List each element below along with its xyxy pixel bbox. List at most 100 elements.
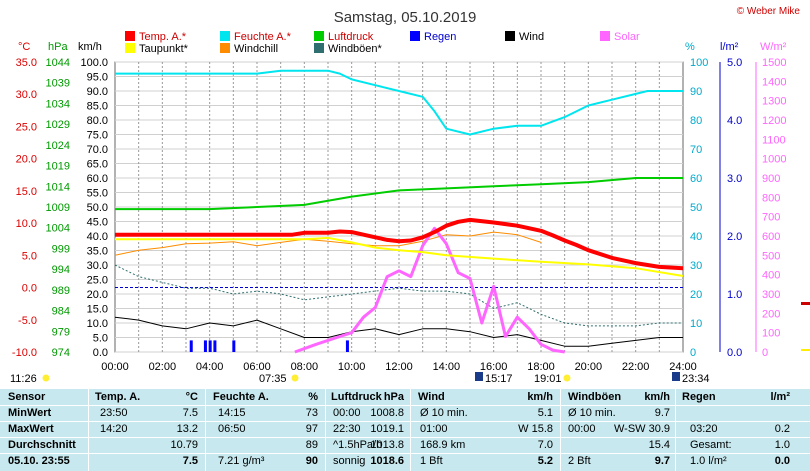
temp-time: 14:20 (100, 423, 128, 435)
legend-swatch (600, 31, 610, 41)
table-divider (205, 389, 206, 471)
left-time: 11:26 (10, 373, 37, 385)
solar-tick: 1200 (762, 115, 786, 127)
header-hum: Feuchte A. (213, 391, 269, 403)
header-pressure: Luftdruck (331, 391, 382, 403)
hum-value: 89 (305, 439, 318, 451)
gusts-value: 15.4 (648, 439, 670, 451)
series-luftdruck (115, 177, 683, 211)
series-feuchtea (115, 69, 683, 136)
x-tick-label: 20:00 (575, 361, 603, 373)
rain-bar (203, 340, 207, 352)
pressure-time: sonnig (333, 455, 366, 467)
sunset-icon (563, 374, 571, 382)
wind-time: 01:00 (420, 423, 448, 435)
credit-text: © Weber Mike (737, 6, 801, 17)
solar-tick: 800 (762, 192, 780, 204)
wind-value: 5.1 (537, 407, 553, 419)
table-row-divider (0, 437, 810, 438)
solar-tick: 900 (762, 173, 780, 185)
temp-tick: 25.0 (16, 121, 37, 133)
temp-value: 7.5 (182, 455, 198, 467)
x-tick-label: 08:00 (291, 361, 319, 373)
wind-tick: 80.0 (87, 115, 108, 127)
legend-swatch (125, 43, 135, 53)
rain-value: 1.0 (774, 439, 790, 451)
pressure-tick: 1039 (46, 78, 70, 90)
rain-tick: 5.0 (727, 57, 742, 69)
rain-tick: 1.0 (727, 289, 742, 301)
pressure-tick: 1019 (46, 161, 70, 173)
rain-bar (213, 340, 217, 352)
hum-tick: 30 (690, 260, 702, 272)
row-label: Durchschnitt (8, 439, 76, 451)
rain-value: 0.2 (774, 423, 790, 435)
header-rain-unit: l/m² (770, 391, 790, 403)
header-wind-unit: km/h (527, 391, 553, 403)
table-divider (410, 389, 411, 471)
hum-tick: 90 (690, 86, 702, 98)
pressure-tick: 1009 (46, 202, 70, 214)
wind-value: 5.2 (537, 455, 553, 467)
pressure-tick: 1014 (46, 181, 70, 193)
wind-tick: 100.0 (80, 57, 108, 69)
hum-tick: 70 (690, 144, 702, 156)
x-tick-label: 10:00 (338, 361, 366, 373)
rain-value: 0.0 (774, 455, 790, 467)
pressure-time: ^1.5hPa/h (333, 439, 383, 451)
solar-tick: 1400 (762, 76, 786, 88)
hum-value: 73 (305, 407, 318, 419)
x-tick-label: 18:00 (527, 361, 555, 373)
legend-label: Luftdruck (328, 31, 374, 43)
axis-unit-labels: °C hPa km/h% l/m² W/m² (18, 41, 787, 53)
rain-bar (232, 340, 236, 352)
temp-edge-marker (801, 302, 810, 305)
rain-time: 03:20 (690, 423, 718, 435)
header-rain: Regen (682, 391, 716, 403)
chart-series (114, 69, 810, 354)
wind-tick: 85.0 (87, 101, 108, 113)
solar-tick: 1000 (762, 154, 786, 166)
weather-chart: Samstag, 05.10.2019 © Weber Mike Temp. A… (10, 6, 810, 385)
row-label: 05.10. 23:55 (8, 455, 70, 467)
hum-time: 06:50 (218, 423, 246, 435)
hum-tick: 0 (690, 347, 696, 359)
wind-tick: 35.0 (87, 246, 108, 258)
legend-swatch (220, 31, 230, 41)
table-row-divider (0, 405, 810, 406)
moonset-icon (672, 372, 680, 381)
hum-time: 7.21 g/m³ (218, 455, 265, 467)
wind-tick: 90.0 (87, 86, 108, 98)
legend-label: Windchill (234, 43, 278, 55)
rain-tick: 0.0 (727, 347, 742, 359)
hum-tick: 100 (690, 57, 708, 69)
wind-tick: 55.0 (87, 188, 108, 200)
temp-value: 13.2 (176, 423, 198, 435)
x-tick-label: 22:00 (622, 361, 650, 373)
pressure-tick: 994 (52, 264, 70, 276)
gusts-time: Ø 10 min. (568, 407, 616, 419)
gusts-value: W-SW 30.9 (613, 423, 670, 435)
temp-tick: 15.0 (16, 186, 37, 198)
temp-tick: 5.0 (22, 250, 37, 262)
x-tick-label: 06:00 (243, 361, 271, 373)
pressure-unit: hPa (48, 41, 68, 53)
sunset-time: 19:01 (534, 373, 562, 385)
wind-tick: 25.0 (87, 275, 108, 287)
header-gusts: Windböen (568, 391, 622, 403)
header-temp: Temp. A. (95, 391, 141, 403)
hum-unit: % (685, 41, 695, 53)
solar-tick: 200 (762, 308, 780, 320)
legend-swatch (125, 31, 135, 41)
legend-swatch (220, 43, 230, 53)
solar-tick: 500 (762, 250, 780, 262)
chart-legend: Temp. A.* Feuchte A.* Luftdruck Regen Wind So… (125, 31, 640, 55)
rain-unit: l/m² (720, 41, 739, 53)
legend-label: Feuchte A.* (234, 31, 292, 43)
solar-tick: 100 (762, 328, 780, 340)
hum-value: 97 (305, 423, 318, 435)
pressure-value: 1018.6 (370, 455, 404, 467)
wind-tick: 10.0 (87, 318, 108, 330)
wind-time: 1 Bft (420, 455, 443, 467)
wind-value: 7.0 (537, 439, 553, 451)
